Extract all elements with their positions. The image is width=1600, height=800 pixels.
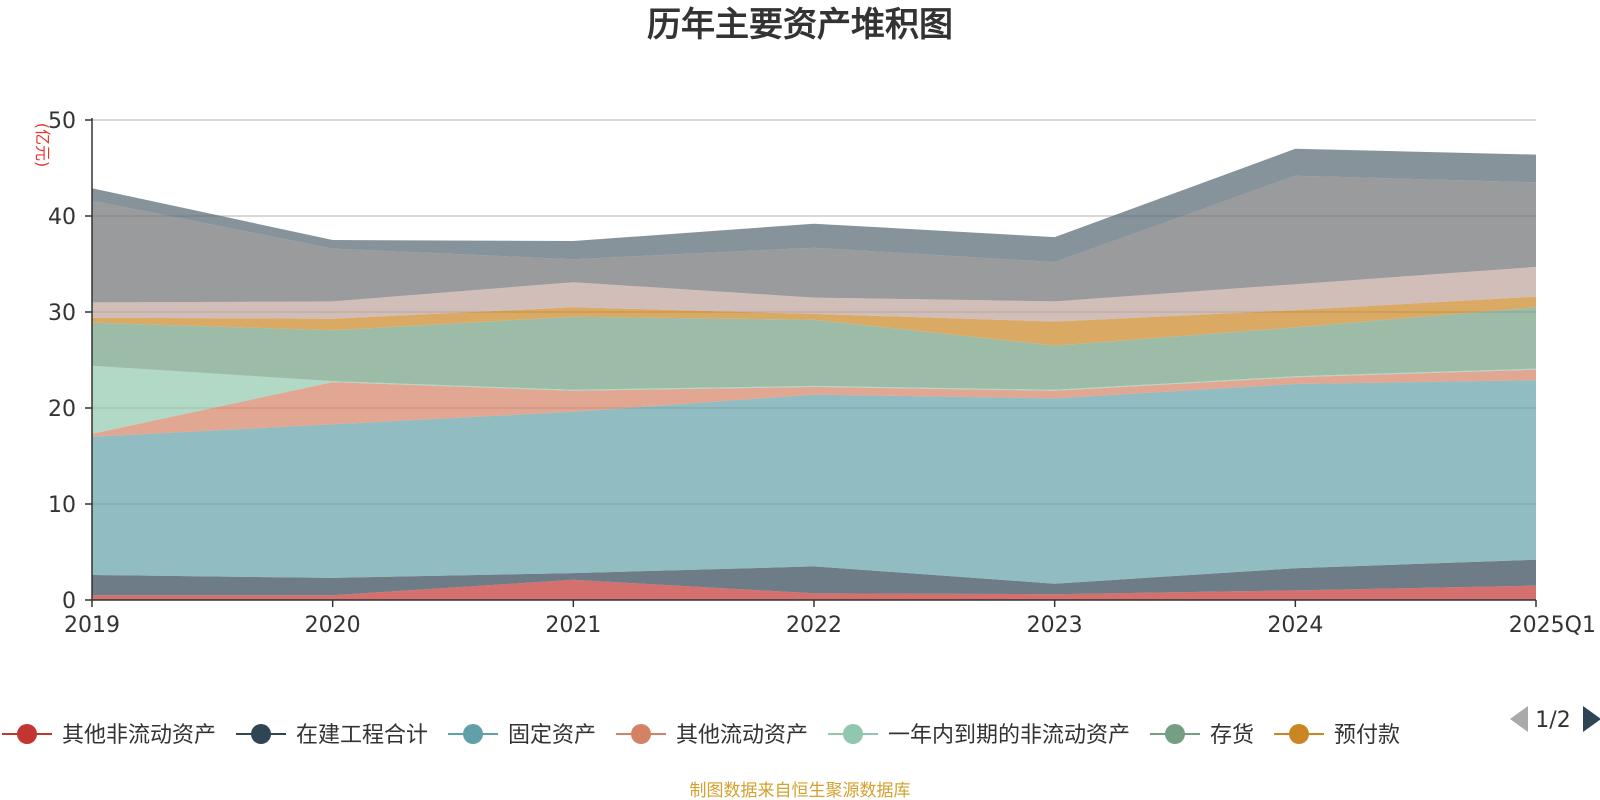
y-tick-label: 0 [62, 589, 76, 614]
area-series-9 [92, 148, 1536, 263]
x-tick-label: 2021 [545, 613, 601, 638]
area-series-2 [92, 380, 1536, 584]
legend-item[interactable]: 其他流动资产 [616, 723, 808, 748]
legend-label: 在建工程合计 [296, 723, 428, 748]
legend-item[interactable]: 固定资产 [448, 723, 596, 748]
axes: 0 10 20 30 40 50 2019 2020 2021 2022 2023 2024 2025Q… [48, 109, 1596, 638]
legend-marker-icon [463, 724, 483, 744]
legend-label: 预付款 [1334, 723, 1400, 748]
legend-next-page-icon[interactable] [1583, 706, 1600, 732]
area-series-0 [92, 579, 1536, 600]
area-series-3 [92, 369, 1536, 437]
y-tick-label: 20 [48, 397, 76, 422]
area-series-1 [92, 559, 1536, 596]
legend-marker-icon [251, 724, 271, 744]
legend-item[interactable]: 预付款 [1274, 723, 1400, 748]
y-tick-label: 10 [48, 493, 76, 518]
legend-label: 存货 [1210, 723, 1254, 748]
area-series-5 [92, 307, 1536, 390]
area-series-8 [92, 175, 1536, 303]
legend-label: 一年内到期的非流动资产 [888, 723, 1130, 748]
y-tick-label: 40 [48, 205, 76, 230]
legend-prev-page-icon[interactable] [1510, 706, 1528, 732]
legend-marker-icon [631, 724, 651, 744]
x-tick-label: 2019 [64, 613, 120, 638]
source-note: 制图数据来自恒生聚源数据库 [690, 781, 911, 800]
stacked-areas [92, 148, 1536, 600]
x-tick-label: 2024 [1267, 613, 1323, 638]
x-tick-label: 2023 [1027, 613, 1083, 638]
legend-item[interactable]: 一年内到期的非流动资产 [828, 723, 1130, 748]
legend-pager: 1/2 [1510, 706, 1600, 733]
y-tick-label: 50 [48, 109, 76, 134]
legend-page-indicator: 1/2 [1535, 708, 1570, 733]
legend-label: 其他非流动资产 [62, 723, 216, 748]
y-axis-unit: (亿元) [33, 123, 52, 168]
legend-label: 其他流动资产 [676, 723, 808, 748]
legend-marker-icon [843, 724, 863, 744]
legend-item[interactable]: 在建工程合计 [236, 723, 428, 748]
y-tick-label: 30 [48, 301, 76, 326]
area-series-7 [92, 266, 1536, 322]
x-tick-label: 2025Q1 [1509, 613, 1596, 638]
legend-marker-icon [1289, 724, 1309, 744]
legend-marker-icon [1165, 724, 1185, 744]
chart-title: 历年主要资产堆积图 [647, 5, 953, 45]
legend-marker-icon [17, 724, 37, 744]
legend-item[interactable]: 其他非流动资产 [2, 723, 216, 748]
x-tick-label: 2020 [305, 613, 361, 638]
area-series-6 [92, 296, 1536, 346]
legend-item[interactable]: 存货 [1150, 723, 1254, 748]
legend: 其他非流动资产 在建工程合计 固定资产 其他流动资产 一年内到期的非流动资产 存货 预付款 [2, 723, 1400, 748]
legend-label: 固定资产 [508, 723, 596, 748]
x-tick-label: 2022 [786, 613, 842, 638]
